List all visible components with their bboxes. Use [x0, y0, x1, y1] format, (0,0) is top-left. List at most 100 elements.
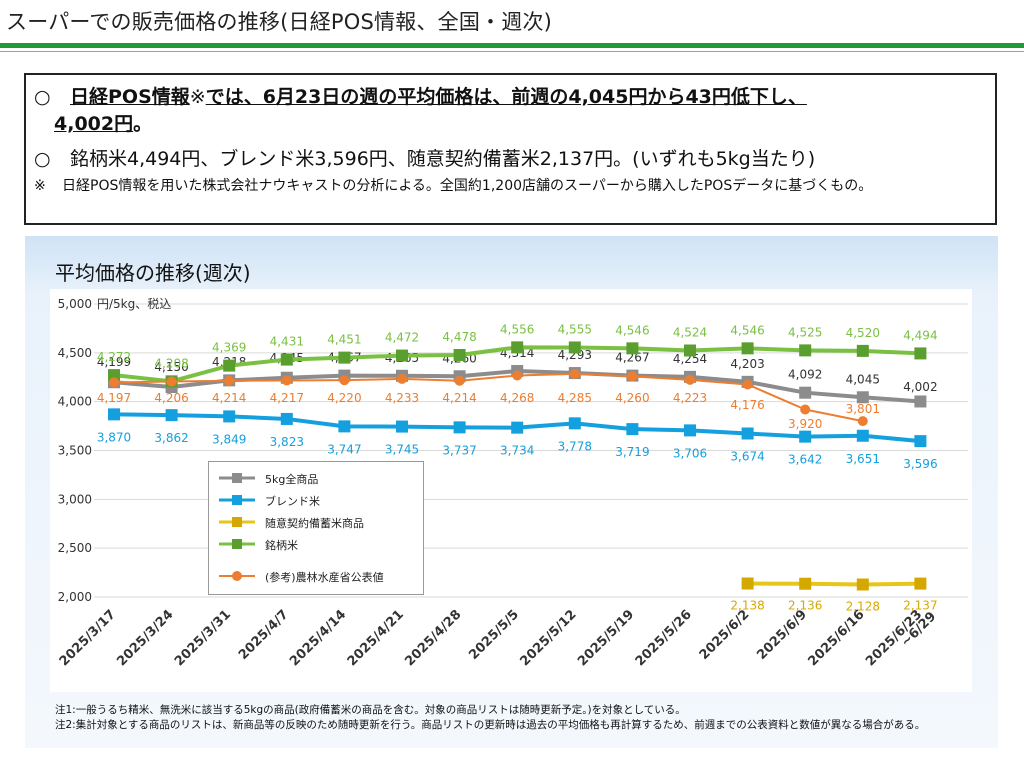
data-label: 4,220	[327, 391, 361, 405]
data-label: 2,128	[846, 599, 880, 613]
data-label: 3,706	[673, 446, 707, 460]
legend-item: (参考)農林水産省公表値	[209, 568, 419, 584]
data-point	[109, 377, 119, 388]
summary-line-1-end: 。	[133, 113, 153, 135]
x-tick-label: 2025/6/9	[754, 607, 810, 663]
legend-label: 随意契約備蓄米商品	[265, 517, 364, 530]
nikkei-pos-link[interactable]: 日経POS情報	[70, 86, 190, 108]
data-point	[281, 375, 292, 386]
data-point	[165, 409, 178, 422]
data-point	[108, 408, 120, 421]
data-label: 4,451	[327, 333, 361, 347]
data-label: 4,092	[788, 368, 822, 382]
data-label: 3,801	[846, 402, 880, 416]
data-point	[627, 371, 638, 382]
data-label: 4,524	[673, 325, 707, 339]
legend-label: ブレンド米	[265, 495, 320, 508]
data-point	[108, 369, 120, 382]
data-label: 4,217	[270, 391, 304, 405]
data-label: 4,045	[846, 372, 880, 386]
data-label: 4,199	[97, 355, 131, 369]
data-point	[914, 395, 927, 408]
data-point	[799, 430, 812, 443]
legend-label: 5kg全商品	[265, 473, 319, 486]
data-point	[453, 348, 466, 361]
page-title: スーパーでの販売価格の推移(日経POS情報、全国・週次)	[6, 10, 553, 34]
data-label: 4,223	[673, 391, 707, 405]
data-label: 4,525	[788, 325, 822, 339]
footnotes: 注1:一般うるち精米、無洗米に該当する5kgの商品(政府備蓄米の商品を含む。対象…	[55, 703, 925, 733]
data-label: 4,546	[730, 323, 764, 337]
data-label: 4,176	[730, 398, 764, 412]
y-tick-label: 5,000	[58, 297, 92, 311]
summary-line-1: ○ 日経POS情報※では、6月23日の週の平均価格は、前週の4,045円から43円…	[34, 82, 807, 109]
legend-item: 5kg全商品	[209, 470, 419, 486]
data-label: 4,268	[500, 391, 534, 405]
x-tick-label: 2025/5/12	[518, 607, 580, 669]
y-tick-label: 3,000	[58, 492, 92, 506]
y-tick-label: 2,500	[58, 541, 92, 555]
plot-area	[50, 289, 972, 692]
summary-line-2: ○ 銘柄米4,494円、ブレンド米3,596円、随意契約備蓄米2,137円。(いず…	[34, 144, 815, 171]
summary-note-text: 日経POS情報を用いた株式会社ナウキャストの分析による。全国約1,200店舗のス…	[62, 178, 873, 194]
data-label: 4,494	[903, 328, 937, 342]
x-tick-label: 2025/4/28	[402, 607, 464, 669]
data-point	[511, 341, 524, 354]
data-point	[685, 374, 695, 385]
data-point	[741, 577, 754, 590]
series-line	[747, 581, 921, 587]
note-mark: ※	[189, 86, 206, 108]
data-label: 2,138	[730, 599, 764, 613]
x-tick-label: 2025/4/21	[345, 607, 407, 669]
data-label: 4,197	[97, 391, 131, 405]
chart-title: 平均価格の推移(週次)	[55, 261, 251, 285]
y-tick-label: 4,500	[58, 346, 92, 360]
data-point	[626, 423, 639, 436]
data-label: 4,431	[270, 335, 304, 349]
data-label: 4,233	[385, 391, 419, 405]
data-point	[799, 386, 812, 399]
x-tick-label: 2025/5/19	[575, 607, 637, 669]
data-label: 4,206	[154, 391, 188, 405]
x-tick-label: 2025/4/14	[287, 607, 349, 669]
data-point	[223, 410, 236, 423]
x-tick-label: 2025/3/24	[114, 607, 176, 669]
y-tick-label: 2,000	[58, 590, 92, 604]
data-label: 4,369	[212, 341, 246, 355]
data-point	[742, 379, 753, 390]
data-point	[856, 344, 869, 357]
summary-note: ※ 日経POS情報を用いた株式会社ナウキャストの分析による。全国約1,200店舗の…	[34, 177, 984, 196]
data-point	[568, 417, 581, 430]
title-rule	[0, 43, 1024, 48]
data-point	[684, 344, 696, 357]
data-point	[857, 416, 868, 427]
legend-item: 随意契約備蓄米商品	[209, 514, 419, 530]
data-label: 4,472	[385, 331, 419, 345]
data-label: 3,823	[270, 435, 304, 449]
data-point	[569, 368, 580, 379]
data-label: 4,214	[442, 391, 476, 405]
chart-legend: 5kg全商品 ブレンド米 随意契約備蓄米商品 銘柄米 (参考)農林水産省公表値	[208, 461, 424, 595]
data-point	[914, 577, 927, 590]
data-label: 3,651	[846, 452, 880, 466]
legend-symbol	[219, 539, 255, 549]
data-label: 3,862	[154, 431, 188, 445]
data-point	[338, 420, 351, 433]
data-label: 3,719	[615, 445, 649, 459]
data-point	[914, 435, 927, 448]
data-point	[800, 404, 811, 415]
footnote-1: 注1:一般うるち精米、無洗米に該当する5kgの商品(政府備蓄米の商品を含む。対象…	[55, 704, 686, 716]
data-label: 4,293	[558, 348, 592, 362]
y-tick-label: 4,000	[58, 395, 92, 409]
data-label: 4,267	[615, 351, 649, 365]
summary-line-1-text: では、6月23日の週の平均価格は、前週の4,045円から43円低下し、	[205, 86, 807, 108]
data-label: 3,849	[212, 432, 246, 446]
x-tick-label: 2025/4/7	[236, 607, 292, 663]
x-tick-label: 2025/5/5	[466, 607, 522, 663]
x-tick-label: 2025/6/16	[806, 607, 868, 669]
data-point	[856, 391, 869, 404]
data-label: 4,478	[442, 330, 476, 344]
data-label: 3,737	[442, 443, 476, 457]
x-tick-label: 2025/3/31	[172, 607, 234, 669]
